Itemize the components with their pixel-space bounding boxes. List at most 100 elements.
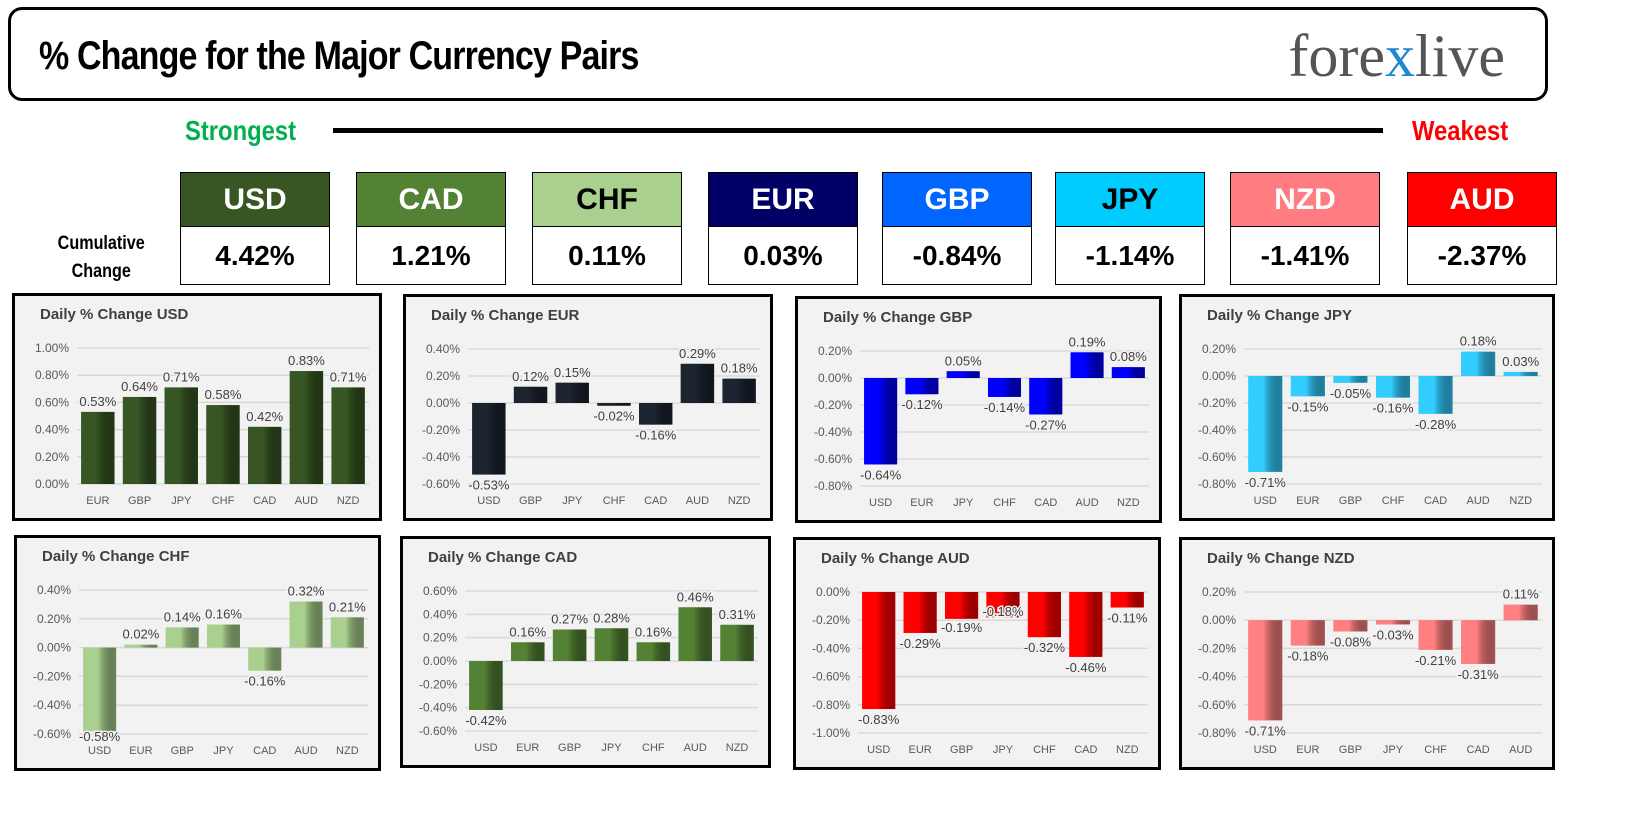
bar-shading xyxy=(248,426,282,484)
data-label: -0.12% xyxy=(901,397,943,412)
data-label: 0.03% xyxy=(1502,354,1539,369)
chart-panel: Daily % Change NZD -0.80% -0.60% -0.40% -0.2… xyxy=(1179,537,1555,770)
chart-title: Daily % Change GBP xyxy=(823,309,973,326)
y-tick-label: -0.20% xyxy=(1198,396,1236,410)
x-tick-label: CAD xyxy=(644,495,667,507)
bar-shading xyxy=(1290,620,1325,646)
bar-shading xyxy=(987,378,1022,397)
currency-box-cad: CAD 1.21% xyxy=(356,172,506,285)
bar-shading xyxy=(1111,367,1145,378)
y-tick-label: 0.00% xyxy=(1202,613,1236,627)
bar-chart: -0.80% -0.60% -0.40% -0.20% 0.00% 0.20% USD EUR… xyxy=(1198,332,1542,507)
x-tick-label: GBP xyxy=(519,495,542,507)
data-label: 0.28% xyxy=(593,610,630,625)
x-tick-label: CAD xyxy=(1034,497,1057,509)
x-tick-label: CAD xyxy=(253,495,276,507)
y-tick-label: -0.20% xyxy=(422,423,460,437)
data-label: -0.16% xyxy=(244,674,286,689)
data-label: 0.64% xyxy=(121,379,158,394)
cumulative-value: 4.42% xyxy=(215,240,295,271)
data-label: 0.14% xyxy=(164,609,201,624)
cumulative-value: 0.03% xyxy=(743,240,823,271)
y-tick-label: 0.00% xyxy=(818,371,852,385)
data-label: -0.71% xyxy=(1245,475,1287,490)
cumulative-value: -2.37% xyxy=(1437,240,1527,271)
x-tick-label: CHF xyxy=(642,742,665,754)
data-label: 0.83% xyxy=(288,353,325,368)
bar-shading xyxy=(1069,592,1103,657)
cumulative-change-label: Cumulative Change xyxy=(58,230,145,286)
x-tick-label: GBP xyxy=(171,745,194,757)
data-label: 0.29% xyxy=(679,346,716,361)
currency-box-chf: CHF 0.11% xyxy=(532,172,682,285)
y-tick-label: -0.40% xyxy=(422,450,460,464)
x-tick-label: JPY xyxy=(601,742,622,754)
currency-box-gbp: GBP -0.84% xyxy=(882,172,1032,285)
chart-panel: Daily % Change JPY -0.80% -0.60% -0.40% -0.2… xyxy=(1179,294,1555,521)
bar-shading xyxy=(206,624,241,648)
y-tick-label: -0.20% xyxy=(1198,641,1236,655)
cumulative-value: -1.14% xyxy=(1085,240,1175,271)
bar-shading xyxy=(720,624,754,661)
data-label: -0.58% xyxy=(79,729,121,744)
chart-panel: Daily % Change GBP -0.80% -0.60% -0.40% -0.2… xyxy=(795,296,1162,523)
cumulative-label-line2: Change xyxy=(71,261,131,282)
x-tick-label: AUD xyxy=(1075,497,1098,509)
y-tick-label: -0.40% xyxy=(33,698,71,712)
currency-box-aud: AUD -2.37% xyxy=(1407,172,1557,285)
y-tick-label: 0.20% xyxy=(37,612,71,626)
bar-chart: -1.00% -0.80% -0.60% -0.40% -0.20% 0.00% USD EU… xyxy=(812,585,1149,756)
chart-title: Daily % Change CHF xyxy=(42,548,190,565)
bar-shading xyxy=(945,592,979,619)
bar-shading xyxy=(165,627,199,648)
data-label: 0.32% xyxy=(288,584,325,599)
y-tick-label: -0.60% xyxy=(812,670,850,684)
x-tick-label: USD xyxy=(1254,495,1277,507)
data-label: 0.19% xyxy=(1069,334,1106,349)
currency-name: CHF xyxy=(533,173,681,227)
data-label: -0.18% xyxy=(982,604,1024,619)
bar-shading xyxy=(1110,592,1144,608)
bar-shading xyxy=(1290,376,1325,397)
x-tick-label: GBP xyxy=(1339,495,1362,507)
cumulative-value: -0.84% xyxy=(912,240,1002,271)
x-tick-label: CHF xyxy=(1424,744,1447,756)
bar-shading xyxy=(1248,376,1283,472)
bar-shading xyxy=(678,607,712,661)
currency-box-usd: USD 4.42% xyxy=(180,172,330,285)
x-tick-label: CHF xyxy=(603,495,626,507)
data-label: 0.02% xyxy=(122,627,159,642)
bar-shading xyxy=(122,396,157,484)
x-tick-label: CHF xyxy=(212,495,235,507)
x-tick-label: USD xyxy=(1254,744,1277,756)
x-tick-label: NZD xyxy=(1117,497,1140,509)
cumulative-value: 1.21% xyxy=(391,240,471,271)
y-tick-label: -0.60% xyxy=(814,452,852,466)
data-label: 0.71% xyxy=(163,369,200,384)
bar-shading xyxy=(289,601,323,648)
chart-title: Daily % Change CAD xyxy=(428,549,578,566)
x-tick-label: JPY xyxy=(562,495,583,507)
bar-chart: -0.60% -0.40% -0.20% 0.00% 0.20% 0.40% 0.60% US… xyxy=(419,584,758,754)
y-tick-label: -0.60% xyxy=(422,477,460,491)
y-tick-label: 0.20% xyxy=(423,631,457,645)
x-tick-label: NZD xyxy=(728,495,751,507)
bar-chart: -0.60% -0.40% -0.20% 0.00% 0.20% 0.40% USD GBP J… xyxy=(422,342,760,507)
chart-panel: Daily % Change CHF -0.60% -0.40% -0.20% 0.00… xyxy=(14,535,381,771)
x-tick-label: CHF xyxy=(1382,495,1405,507)
x-tick-label: AUD xyxy=(684,742,707,754)
y-tick-label: 0.40% xyxy=(37,583,71,597)
x-tick-label: JPY xyxy=(1383,744,1404,756)
x-tick-label: NZD xyxy=(336,745,359,757)
data-label: -0.27% xyxy=(1025,417,1067,432)
data-label: -0.03% xyxy=(1372,627,1414,642)
bar-shading xyxy=(552,629,587,661)
x-tick-label: EUR xyxy=(516,742,539,754)
bar-shading xyxy=(248,647,282,671)
data-label: 0.08% xyxy=(1110,349,1147,364)
bar-shading xyxy=(946,371,980,378)
chart-title: Daily % Change JPY xyxy=(1207,307,1353,324)
data-label: -0.11% xyxy=(1107,611,1148,626)
currency-box-nzd: NZD -1.41% xyxy=(1230,172,1380,285)
data-label: -0.05% xyxy=(1330,386,1372,401)
